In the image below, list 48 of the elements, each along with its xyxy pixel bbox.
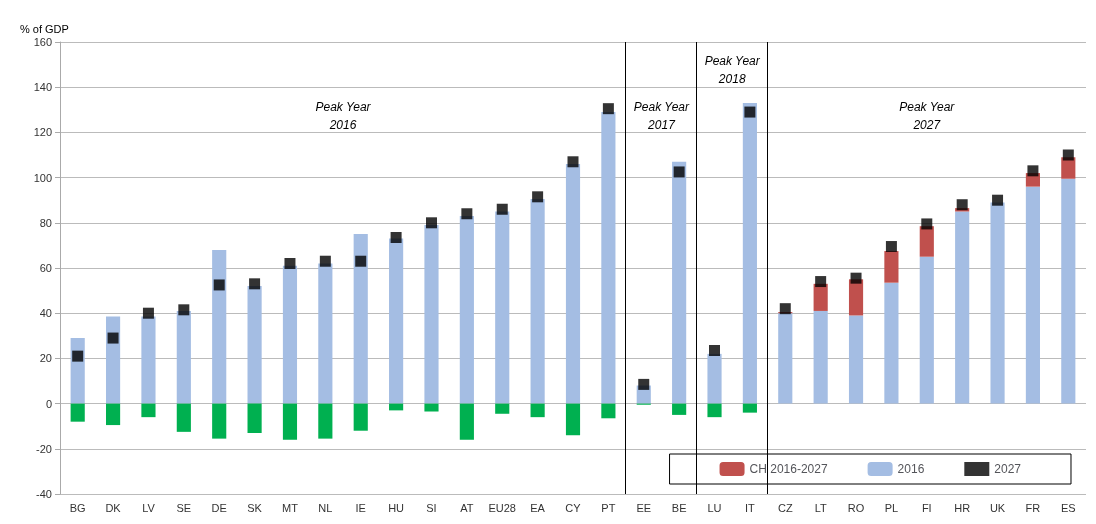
annotation: Peak Year 2016 (315, 100, 372, 132)
x-tick-label: HR (954, 501, 971, 514)
y-tick-label: -20 (36, 442, 52, 455)
x-tick-label: SI (426, 501, 437, 514)
y-tick-label: 40 (39, 307, 52, 320)
x-tick-label: BE (671, 501, 687, 514)
x-tick-label: UK (989, 501, 1006, 514)
x-tick-label: SE (176, 501, 192, 514)
x-tick-label: EA (530, 501, 546, 514)
x-tick-label: CY (565, 501, 582, 514)
x-tick-label: IT (745, 501, 756, 514)
y-tick-label: 20 (39, 352, 52, 365)
y-tick-label: 80 (39, 216, 52, 229)
x-tick-label: LT (814, 501, 827, 514)
legend-label: 2027 (994, 462, 1022, 476)
annotation: Peak Year 2027 (899, 100, 956, 132)
x-tick-label: LV (142, 501, 156, 514)
x-tick-label: LU (707, 501, 722, 514)
x-tick-label: IE (355, 501, 366, 514)
y-tick-label: 120 (33, 126, 52, 139)
x-tick-label: RO (847, 501, 865, 514)
x-tick-label: PT (601, 501, 616, 514)
x-tick-label: FI (921, 501, 932, 514)
x-tick-label: AT (460, 501, 474, 514)
x-tick-label: CZ (777, 501, 793, 514)
x-tick-label: SK (247, 501, 263, 514)
y-axis-title: % of GDP (20, 22, 69, 35)
x-tick-label: DK (105, 501, 122, 514)
y-tick-label: 0 (45, 397, 52, 410)
x-tick-label: NL (318, 501, 333, 514)
y-tick-label: -40 (36, 488, 52, 500)
y-tick-label: 140 (33, 81, 52, 94)
x-tick-label: MT (282, 501, 299, 514)
x-tick-label: FR (1025, 501, 1041, 514)
x-tick-label: PL (884, 501, 899, 514)
legend-label: CH 2016-2027 (749, 462, 828, 476)
y-tick-label: 160 (33, 36, 52, 48)
x-tick-label: BG (69, 501, 86, 514)
x-tick-label: DE (211, 501, 227, 514)
x-tick-label: HU (388, 501, 405, 514)
x-tick-label: EE (636, 501, 652, 514)
legend-label: 2016 (897, 462, 925, 476)
annotation: Peak Year 2018 (704, 54, 761, 86)
x-tick-label: EU28 (488, 501, 517, 514)
y-tick-label: 60 (39, 262, 52, 274)
y-tick-label: 100 (33, 171, 52, 184)
x-tick-label: ES (1060, 501, 1076, 514)
annotation: Peak Year 2017 (633, 100, 691, 132)
